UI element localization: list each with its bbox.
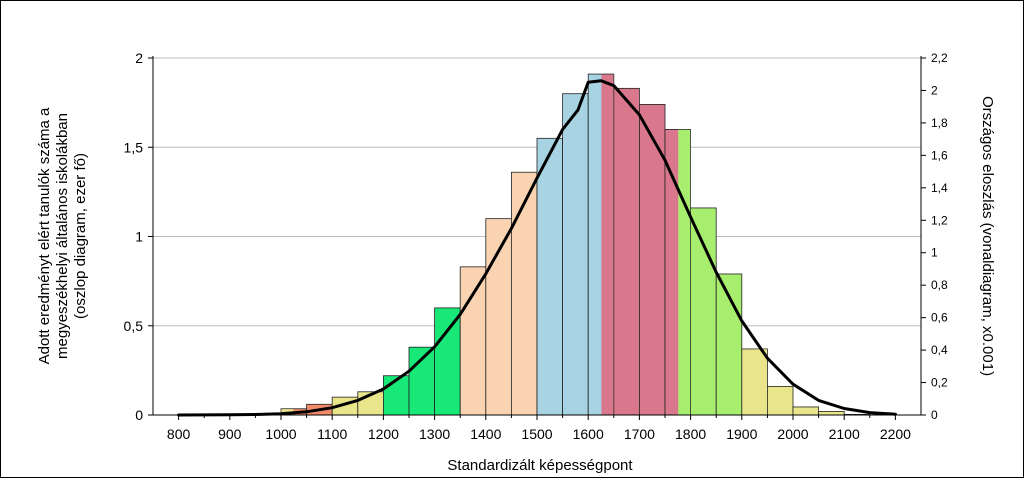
y-right-tick-label: 0 — [931, 408, 938, 422]
bar — [767, 386, 794, 416]
y-left-tick-labels: 0 0,5 1 1,5 2 — [124, 50, 144, 423]
y-right-tick-label: 0,6 — [931, 311, 948, 325]
x-tick-label: 1400 — [470, 426, 501, 442]
y-left-tick-label: 2 — [135, 50, 143, 66]
x-tick-label: 1200 — [368, 426, 399, 442]
y-right-tick-labels: 0 0,2 0,4 0,6 0,8 1 1,2 1,4 1,6 1,8 2 2,2 — [931, 51, 948, 422]
bar — [536, 137, 564, 416]
x-tick-label: 900 — [218, 426, 242, 442]
x-tick-label: 2000 — [777, 426, 808, 442]
y-right-axis-title: Országos eloszlás (vonaldiagram, x0.001) — [979, 96, 996, 376]
axes — [148, 56, 926, 420]
curve-layer — [177, 79, 897, 417]
x-tick-label: 1600 — [573, 426, 604, 442]
bar — [818, 411, 845, 416]
bar — [382, 375, 410, 416]
bar — [510, 171, 538, 416]
bar — [639, 104, 666, 416]
y-right-tick-label: 1 — [931, 246, 938, 260]
x-axis-title: Standardizált képességpont — [447, 457, 633, 474]
y-right-tick-label: 0,4 — [931, 343, 948, 357]
y-left-tick-label: 1 — [135, 229, 143, 245]
x-tick-labels: 800 900 1000 1100 1200 1300 1400 1500 1600 1700 18… — [167, 426, 911, 442]
x-tick-label: 1300 — [419, 426, 450, 442]
y-right-tick-label: 1,4 — [931, 181, 948, 195]
x-tick-label: 1700 — [624, 426, 655, 442]
y-right-tick-label: 2 — [931, 83, 938, 97]
x-tick-label: 2100 — [829, 426, 860, 442]
y-left-tick-label: 0 — [135, 407, 143, 423]
bar-overlay — [755, 349, 767, 415]
y-left-axis-title-line-1: Adott eredményt elért tanulók száma a — [36, 107, 53, 364]
bar-color-overlays — [281, 74, 767, 415]
x-tick-label: 1500 — [521, 426, 552, 442]
x-tick-label: 1800 — [675, 426, 706, 442]
x-tick-label: 1100 — [317, 426, 347, 442]
y-left-axis-title-line-3: (oszlop diagram, ezer fő) — [72, 153, 89, 319]
y-left-axis-title-line-2: megyeszékhelyi általános iskolákban — [54, 113, 71, 359]
x-tick-label: 2200 — [880, 426, 911, 442]
bar — [434, 307, 461, 416]
bar-overlay — [601, 74, 614, 415]
y-left-tick-label: 1,5 — [124, 139, 144, 155]
y-right-tick-label: 1,6 — [931, 148, 948, 162]
x-tick-label: 800 — [167, 426, 191, 442]
y-left-tick-label: 0,5 — [124, 318, 144, 334]
distribution-curve — [177, 79, 897, 417]
bar — [562, 93, 589, 416]
bar — [459, 266, 487, 416]
bar-overlay — [678, 129, 691, 415]
x-tick-label: 1900 — [726, 426, 757, 442]
y-right-tick-label: 0,2 — [931, 376, 948, 390]
x-tick-label: 1000 — [265, 426, 296, 442]
bar — [690, 207, 717, 416]
y-right-tick-label: 2,2 — [931, 51, 948, 65]
bar — [613, 87, 640, 416]
y-right-tick-label: 0,8 — [931, 278, 948, 292]
y-right-tick-label: 1,8 — [931, 116, 948, 130]
bar — [792, 406, 820, 416]
y-right-tick-label: 1,2 — [931, 213, 948, 227]
